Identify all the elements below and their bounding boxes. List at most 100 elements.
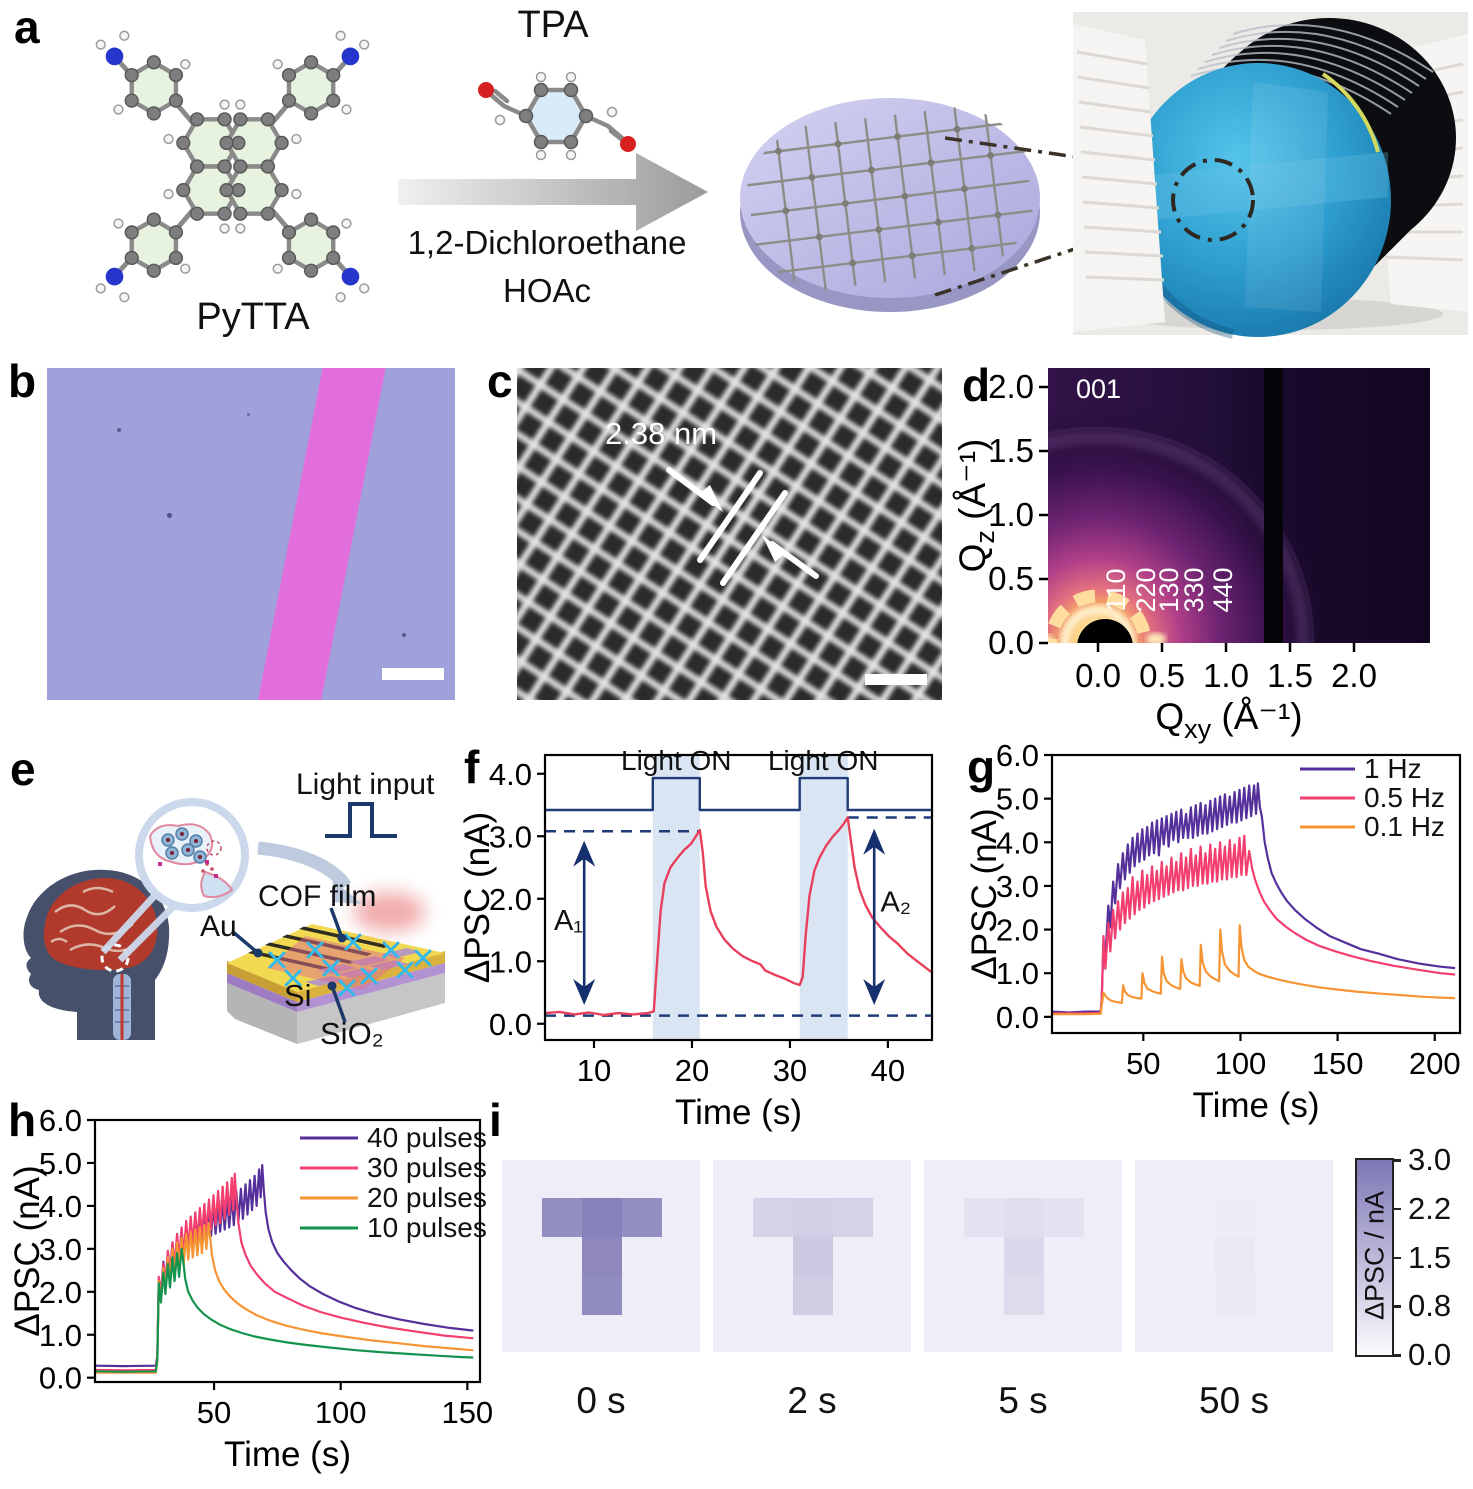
- svg-text:ΔPSC (nA): ΔPSC (nA): [458, 812, 497, 983]
- hydrogen-atoms: [494, 71, 618, 161]
- svg-text:Light ON: Light ON: [621, 745, 732, 776]
- svg-text:0.5: 0.5: [988, 560, 1034, 597]
- svg-text:2.0: 2.0: [996, 913, 1039, 948]
- nitrogen-atoms: [105, 47, 360, 286]
- svg-text:150: 150: [441, 1395, 493, 1430]
- pytta-molecule-illustration: [95, 30, 370, 303]
- svg-text:440: 440: [1208, 567, 1238, 612]
- reaction-condition-catalyst: HOAc: [502, 272, 592, 309]
- cof-film-label: COF film: [258, 880, 377, 913]
- svg-text:0.1 Hz: 0.1 Hz: [1364, 811, 1445, 842]
- svg-text:0.0: 0.0: [1075, 657, 1121, 694]
- svg-text:10: 10: [577, 1053, 611, 1088]
- svg-text:Qxy (Å⁻¹): Qxy (Å⁻¹): [1155, 696, 1302, 744]
- svg-text:0.0: 0.0: [988, 624, 1034, 661]
- svg-text:0.5 Hz: 0.5 Hz: [1364, 782, 1445, 813]
- frequency-response-chart: 50 100 150 200 0.0 1.0 2.0 3.0 4.0 5.0 6.0 Time (s)…: [965, 738, 1473, 1128]
- heatmap-frame: [502, 1160, 700, 1352]
- svg-text:2.0: 2.0: [489, 882, 532, 917]
- svg-text:150: 150: [1312, 1046, 1364, 1081]
- heatmap-frame: [1135, 1160, 1333, 1352]
- colorbar-tick-label: 0.0: [1408, 1337, 1452, 1373]
- panel-e-overlay: [100, 798, 397, 1023]
- colorbar-tick-label: 0.8: [1408, 1288, 1452, 1324]
- zoom-highlight-circle: [1171, 158, 1255, 242]
- tem-annotations: [666, 467, 927, 685]
- scale-bar: [865, 674, 927, 685]
- psc-response-chart: A₁ A₂ Light ON Light ON 10 20 30 40 0.0 1.0 2.0 3.0…: [455, 745, 947, 1135]
- svg-text:220: 220: [1131, 567, 1161, 612]
- cof-lattice-pattern: [743, 103, 1037, 294]
- svg-text:1.5: 1.5: [988, 432, 1034, 469]
- colorbar-label: ΔPSC / nA: [1359, 1190, 1390, 1321]
- cof-film-stripe: [255, 368, 389, 700]
- giwaxs-pattern-plot: 001 110 220 130 330 440 0.0 0.5 1.0 1.5 2.0 2.0 1.5 1…: [952, 360, 1470, 744]
- svg-text:3.0: 3.0: [39, 1232, 82, 1267]
- heatmap-frame: [924, 1160, 1122, 1352]
- svg-text:3.0: 3.0: [996, 869, 1039, 904]
- colorbar: [1355, 1158, 1394, 1357]
- svg-text:001: 001: [1076, 374, 1121, 404]
- svg-text:5.0: 5.0: [39, 1146, 82, 1181]
- hydrogen-atoms: [95, 30, 370, 303]
- lattice-spacing-annotation: 2.38 nm: [605, 416, 718, 451]
- light-pulse-glyph: [325, 802, 397, 838]
- au-label: Au: [200, 910, 237, 943]
- reaction-arrow: [398, 153, 708, 231]
- svg-text:40 pulses: 40 pulses: [367, 1122, 487, 1153]
- pulse-number-response-chart: 50 100 150 0.0 1.0 2.0 3.0 4.0 5.0 6.0 Time (s) ΔPS…: [8, 1103, 494, 1480]
- svg-text:A₁: A₁: [554, 905, 583, 937]
- svg-text:5.0: 5.0: [996, 782, 1039, 817]
- heatmap-frame-label: 50 s: [1199, 1380, 1269, 1421]
- tem-lattice-image: 2.38 nm: [517, 368, 942, 700]
- svg-text:2.0: 2.0: [39, 1275, 82, 1310]
- sio2-label: SiO₂: [320, 1016, 384, 1051]
- oxygen-atoms: [478, 82, 636, 152]
- svg-text:40: 40: [871, 1053, 905, 1088]
- svg-text:330: 330: [1179, 567, 1209, 612]
- cof-wafer-illustration: [740, 98, 1040, 312]
- svg-text:ΔPSC (nA): ΔPSC (nA): [8, 1165, 47, 1336]
- photodetector-device-illustration: [227, 892, 445, 1044]
- si-label: Si: [284, 978, 312, 1013]
- tpa-caption: TPA: [517, 4, 589, 46]
- svg-text:Light ON: Light ON: [768, 745, 879, 776]
- panel-d-label: d: [962, 359, 991, 411]
- svg-text:A₂: A₂: [880, 886, 911, 918]
- svg-text:100: 100: [1215, 1046, 1267, 1081]
- panel-c-label: c: [487, 355, 513, 407]
- panel-i-label: i: [489, 1094, 502, 1146]
- svg-text:Time (s): Time (s): [675, 1093, 802, 1132]
- svg-text:100: 100: [315, 1395, 367, 1430]
- svg-text:10 pulses: 10 pulses: [367, 1212, 487, 1243]
- svg-text:110: 110: [1101, 568, 1131, 611]
- heatmap-frame-label: 0 s: [576, 1380, 626, 1421]
- colorbar-tick-label: 1.5: [1408, 1239, 1452, 1275]
- colorbar-tick-label: 3.0: [1408, 1142, 1452, 1177]
- t-pattern-memory-heatmaps: 0 s 2 s 5 s 50 s ΔPSC / nA 3.0 2.2 1.5 0.8 0.0: [490, 1142, 1473, 1465]
- pytta-caption: PyTTA: [196, 296, 310, 338]
- svg-text:3.0: 3.0: [489, 819, 532, 854]
- panel-a-label: a: [14, 1, 40, 53]
- svg-text:Time (s): Time (s): [1192, 1086, 1319, 1125]
- heatmap-frame-label: 5 s: [998, 1380, 1048, 1421]
- svg-text:Qz (Å⁻¹): Qz (Å⁻¹): [952, 439, 1000, 573]
- svg-text:6.0: 6.0: [39, 1103, 82, 1138]
- light-input-label: Light input: [296, 768, 435, 801]
- svg-text:1.5: 1.5: [1267, 657, 1313, 694]
- svg-text:Time (s): Time (s): [224, 1435, 351, 1474]
- reaction-condition-solvent: 1,2-Dichloroethane: [407, 224, 687, 261]
- panel-f-label: f: [464, 741, 480, 793]
- panel-e-label: e: [10, 743, 36, 795]
- svg-text:6.0: 6.0: [996, 738, 1039, 773]
- svg-text:130: 130: [1154, 567, 1184, 612]
- cassette-left-rail: [1073, 24, 1165, 332]
- panel-h-label: h: [8, 1094, 37, 1146]
- scale-bar: [382, 668, 444, 680]
- svg-text:0.0: 0.0: [996, 1000, 1039, 1035]
- cof-molecule-marks: [268, 933, 432, 997]
- svg-text:1.0: 1.0: [1203, 657, 1249, 694]
- light-spot-glow: [353, 892, 425, 932]
- heatmap-frame-label: 2 s: [787, 1380, 837, 1421]
